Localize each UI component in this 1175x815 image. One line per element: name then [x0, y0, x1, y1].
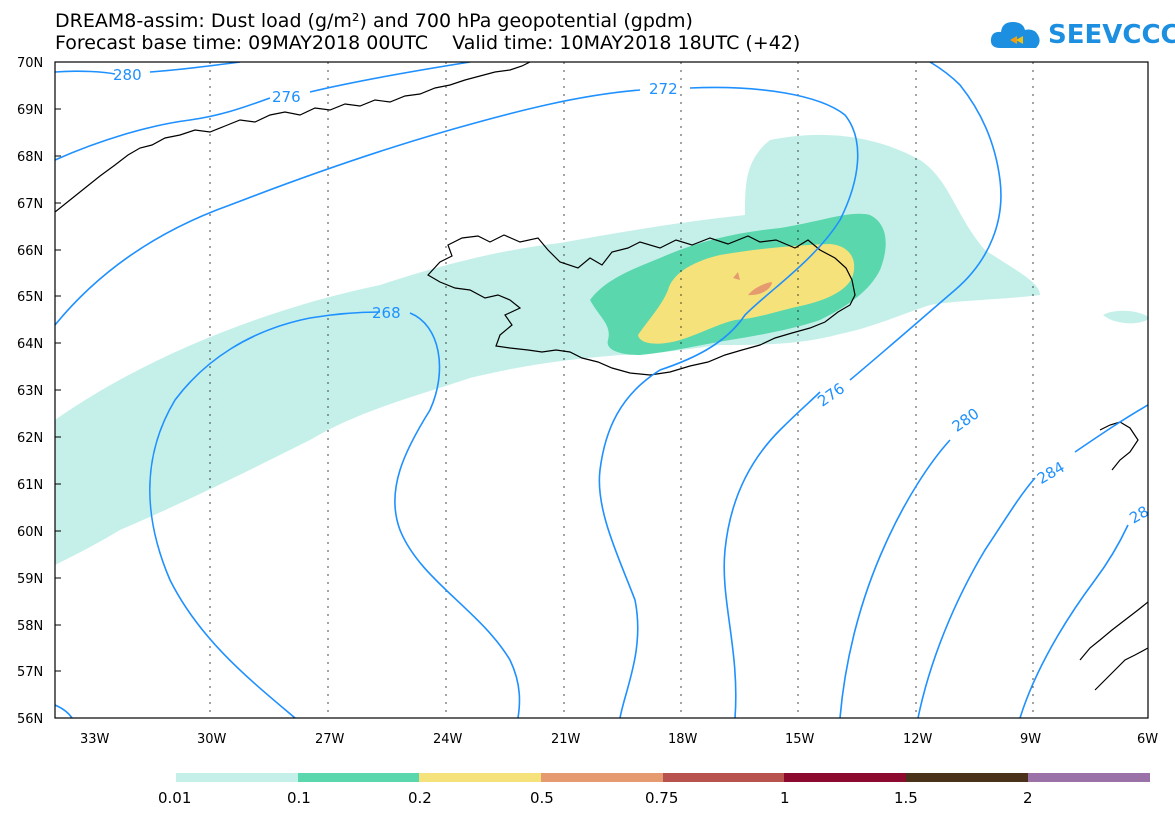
contour-268	[149, 311, 521, 718]
colorbar-label: 0.2	[408, 789, 432, 807]
seevccc-logo: SEEVCCC	[990, 18, 1175, 52]
lon-label: 18W	[668, 732, 698, 747]
logo-text: SEEVCCC	[1048, 20, 1175, 50]
colorbar-label: 0.01	[158, 789, 191, 807]
lon-label: 27W	[315, 732, 345, 747]
contour-label-268: 268	[372, 304, 401, 322]
colorbar-swatch	[906, 773, 1028, 782]
geopotential-contours	[55, 62, 1148, 718]
lat-label: 57N	[17, 665, 43, 680]
title-line-2: Forecast base time: 09MAY2018 00UTC Vali…	[55, 32, 801, 54]
lat-ticks	[55, 61, 61, 719]
lon-labels: 33W 30W 27W 24W 21W 18W 15W 12W 9W 6W	[80, 732, 1158, 747]
colorbar-swatch	[1028, 773, 1150, 782]
lon-label: 24W	[433, 732, 463, 747]
lat-label: 68N	[17, 150, 43, 165]
contour-label-280-west: 280	[113, 66, 142, 84]
lon-label: 15W	[785, 732, 815, 747]
dust-area-peak-2	[733, 272, 740, 280]
scotland-coast	[1094, 647, 1148, 691]
lat-label: 56N	[17, 712, 43, 727]
lon-label: 12W	[903, 732, 933, 747]
dust-area-peak	[748, 282, 772, 296]
lat-label: 62N	[17, 431, 43, 446]
colorbar: 0.01 0.1 0.2 0.5 0.75 1 1.5 2	[158, 773, 1150, 807]
dust-area-high	[638, 244, 855, 344]
colorbar-label: 0.1	[287, 789, 311, 807]
iceland-coast	[427, 234, 856, 376]
contour-272	[55, 86, 859, 718]
contour-276-west	[55, 62, 471, 161]
lat-label: 65N	[17, 290, 43, 305]
colorbar-swatch	[541, 773, 663, 782]
norway-coast-north	[1099, 421, 1139, 471]
contour-label-276-west: 276	[272, 88, 301, 106]
colorbar-label: 0.75	[645, 789, 678, 807]
lat-label: 60N	[17, 525, 43, 540]
lat-label: 59N	[17, 572, 43, 587]
map-title: DREAM8-assim: Dust load (g/m²) and 700 h…	[55, 10, 800, 54]
contour-label-272: 272	[649, 80, 678, 98]
contour-280-west	[55, 62, 241, 75]
lat-label: 63N	[17, 384, 43, 399]
dust-shading	[55, 134, 1148, 565]
coastlines	[55, 62, 1148, 691]
colorbar-swatch	[419, 773, 541, 782]
lat-label: 66N	[17, 244, 43, 259]
colorbar-label: 2	[1023, 789, 1033, 807]
gridlines	[209, 62, 1034, 718]
lon-label: 6W	[1137, 732, 1158, 747]
colorbar-label: 1	[780, 789, 790, 807]
greenland-coast	[55, 62, 531, 213]
lon-label: 9W	[1020, 732, 1041, 747]
lat-label: 61N	[17, 478, 43, 493]
contour-284	[917, 404, 1148, 718]
cloud-icon	[990, 22, 1040, 48]
lat-label: 69N	[17, 103, 43, 118]
lat-labels: 70N 69N 68N 67N 66N 65N 64N 63N 62N 61N …	[17, 56, 43, 727]
contour-sw-corner	[55, 704, 73, 718]
lat-label: 70N	[17, 56, 43, 71]
lon-label: 21W	[551, 732, 581, 747]
colorbar-swatch	[176, 773, 298, 782]
dust-area-low-east	[1103, 310, 1148, 324]
lat-label: 64N	[17, 337, 43, 352]
colorbar-swatch	[784, 773, 906, 782]
title-line-1: DREAM8-assim: Dust load (g/m²) and 700 h…	[55, 10, 693, 32]
colorbar-label: 1.5	[894, 789, 918, 807]
lat-label: 67N	[17, 197, 43, 212]
contour-28x	[1019, 524, 1129, 718]
contour-276-east	[723, 62, 1002, 718]
lat-label: 58N	[17, 619, 43, 634]
norway-coast-south	[1079, 601, 1148, 661]
lon-label: 30W	[197, 732, 227, 747]
lon-label: 33W	[80, 732, 110, 747]
colorbar-swatch	[663, 773, 784, 782]
colorbar-swatch	[298, 773, 419, 782]
colorbar-label: 0.5	[530, 789, 554, 807]
